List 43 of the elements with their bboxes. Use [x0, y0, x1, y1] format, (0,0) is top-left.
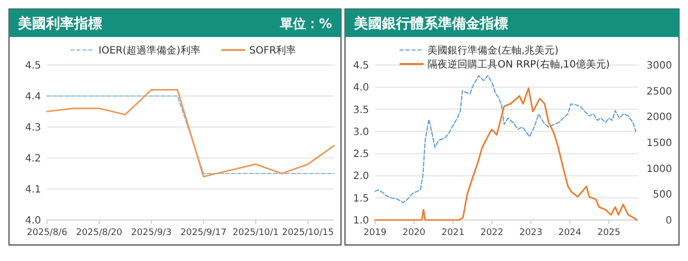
y2-tick-label: 1000: [646, 164, 672, 175]
x-tick-label: 2022: [480, 228, 504, 238]
x-tick-label: 2021: [442, 228, 464, 238]
y2-tick-label: 500: [652, 190, 672, 201]
y-tick-label: 1.5: [353, 193, 369, 204]
y2-tick-label: 0: [666, 216, 672, 226]
x-tick-label: 2024: [558, 228, 582, 238]
y-axis-title: 單位：%: [278, 17, 332, 32]
line-series: [374, 75, 636, 204]
y-tick-label: 4.1: [25, 184, 41, 196]
x-tick-label: 2025/9/3: [131, 228, 172, 238]
x-tick-label: 2025/8/6: [26, 228, 68, 238]
line-series: [374, 87, 638, 221]
x-tick-label: 2023: [519, 228, 542, 238]
x-tick-label: 2025/9/17: [180, 228, 227, 238]
y-tick-label: 1.0: [353, 216, 369, 226]
y-tick-label: 4.2: [25, 154, 41, 164]
legend-label: IOER(超過準備金)利率: [98, 44, 200, 56]
x-tick-label: 2020: [402, 228, 426, 238]
y2-tick-label: 3000: [646, 60, 672, 72]
legend-label: 美國銀行準備金(左軸,兆美元): [428, 44, 559, 56]
y2-tick-label: 2000: [646, 112, 672, 124]
y-tick-label: 4.4: [25, 92, 41, 102]
x-tick-label: 2025/10/15: [282, 228, 334, 238]
y-tick-label: 4.5: [353, 60, 369, 72]
x-tick-label: 2025: [597, 228, 620, 238]
y-tick-label: 2.5: [353, 149, 369, 160]
y-tick-label: 4.5: [25, 60, 41, 72]
y-tick-label: 4.0: [25, 216, 41, 226]
y-tick-label: 2.0: [353, 171, 369, 182]
chart-title: 美國銀行體系準備金指標: [353, 15, 508, 32]
legend-label: SOFR利率: [249, 44, 296, 56]
y-tick-label: 3.0: [353, 126, 369, 138]
x-tick-label: 2019: [364, 228, 387, 238]
y-tick-label: 3.5: [353, 104, 369, 116]
y2-tick-label: 2500: [646, 86, 672, 98]
chart-title: 美國利率指標: [17, 15, 102, 32]
legend-label: 隔夜逆回購工具ON RRP(右軸,10億美元): [428, 58, 610, 70]
y-tick-label: 4.0: [353, 82, 369, 94]
x-tick-label: 2025/8/20: [76, 228, 123, 238]
y2-tick-label: 1500: [646, 138, 672, 149]
x-tick-label: 2025/10/1: [232, 228, 279, 238]
y-tick-label: 4.3: [25, 122, 41, 134]
